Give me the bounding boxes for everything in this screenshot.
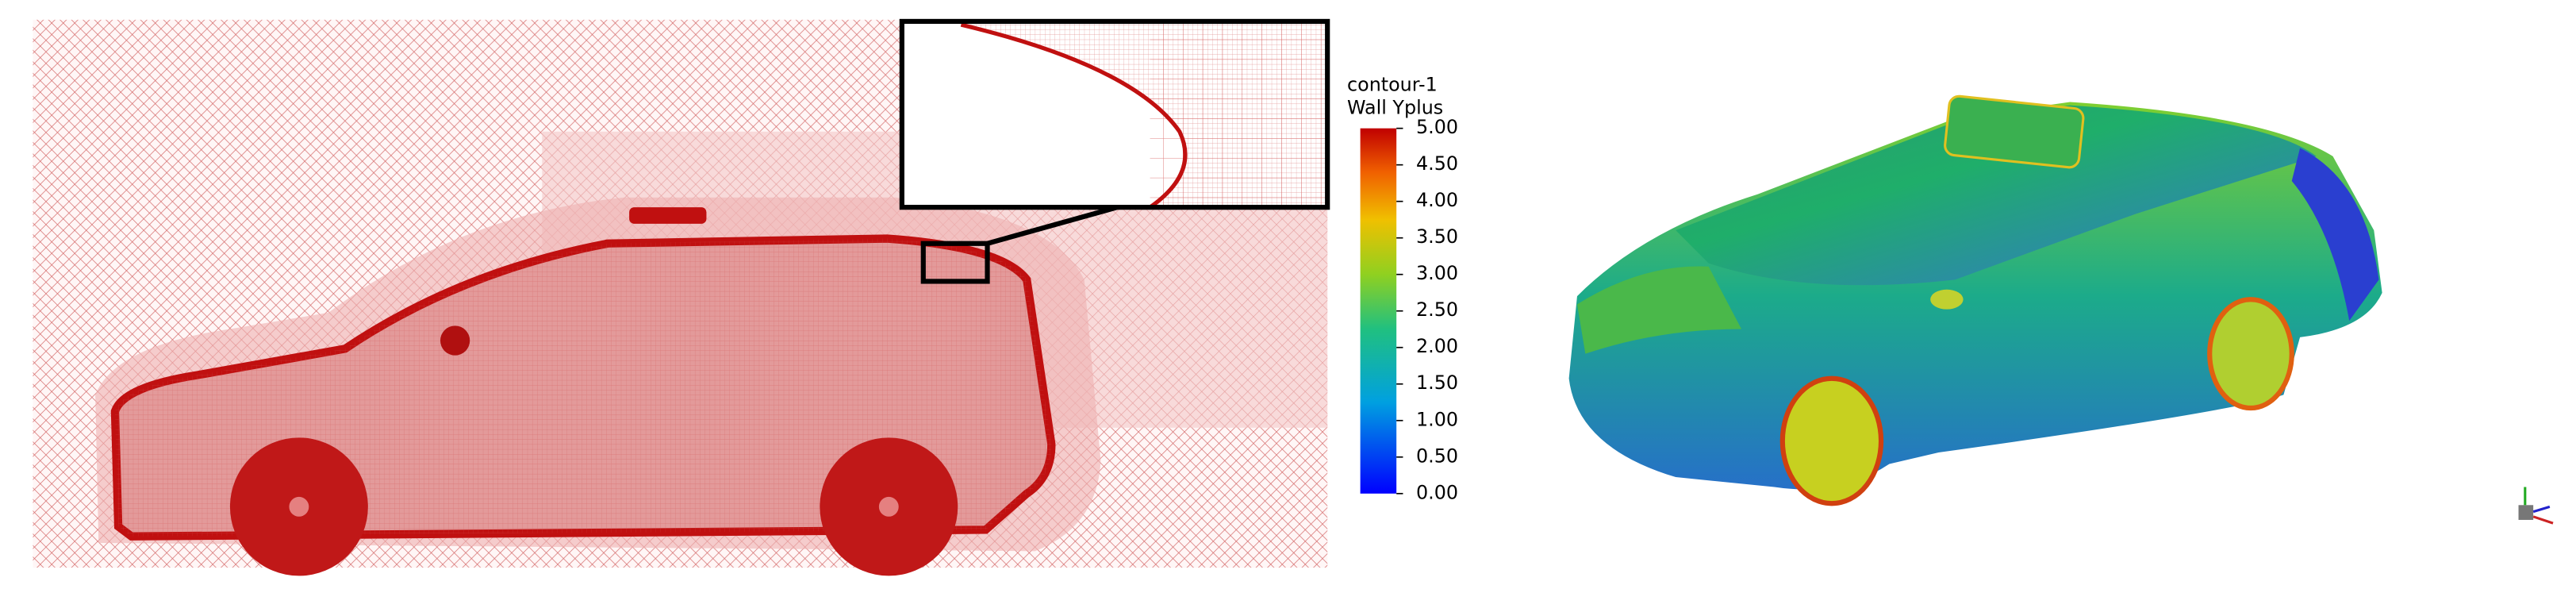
inset-wall (960, 22, 1188, 210)
colorbar-label: 1.50 (1416, 371, 1458, 394)
colorbar-title: Wall Yplus (1347, 96, 1443, 118)
front-wheel (1779, 375, 1884, 506)
triad-axis (2532, 515, 2554, 525)
colorbar-gradient (1360, 128, 1397, 494)
colorbar-label: 3.00 (1416, 262, 1458, 284)
inset-mesh (961, 21, 1328, 208)
colorbar-label: 5.00 (1416, 116, 1458, 138)
colorbar-label: 0.50 (1416, 445, 1458, 467)
mesh-panel (33, 18, 1330, 576)
roof-box (629, 207, 707, 224)
rear-wheel (2207, 297, 2294, 411)
zoom-box (920, 241, 990, 284)
car-hood (1576, 266, 1742, 354)
inset-frame (899, 18, 1330, 210)
colorbar-label: 2.00 (1416, 335, 1458, 357)
colorbar-label: 4.00 (1416, 189, 1458, 211)
colorbar: contour-1 Wall Yplus 5.00 4.50 4.00 3.50 3.0… (1347, 73, 1458, 503)
colorbar-label: 0.00 (1416, 481, 1458, 503)
mirror (1930, 289, 1964, 310)
zoom-line (986, 205, 1118, 246)
hub (878, 496, 899, 517)
car-rear (2291, 148, 2379, 321)
colorbar-title: contour-1 (1347, 73, 1438, 95)
colorbar-label: 2.50 (1416, 298, 1458, 321)
colorbar-label: 4.50 (1416, 152, 1458, 175)
triad-cube (2518, 505, 2534, 520)
hub (289, 496, 309, 517)
roof-box (1944, 94, 2085, 169)
axis-triad (2518, 487, 2554, 525)
mirror (440, 325, 470, 356)
car-roof (1676, 105, 2317, 286)
colorbar-label: 3.50 (1416, 225, 1458, 248)
triad-axis (2532, 505, 2551, 514)
car-3d (1568, 94, 2554, 525)
colorbar-label: 1.00 (1416, 408, 1458, 430)
